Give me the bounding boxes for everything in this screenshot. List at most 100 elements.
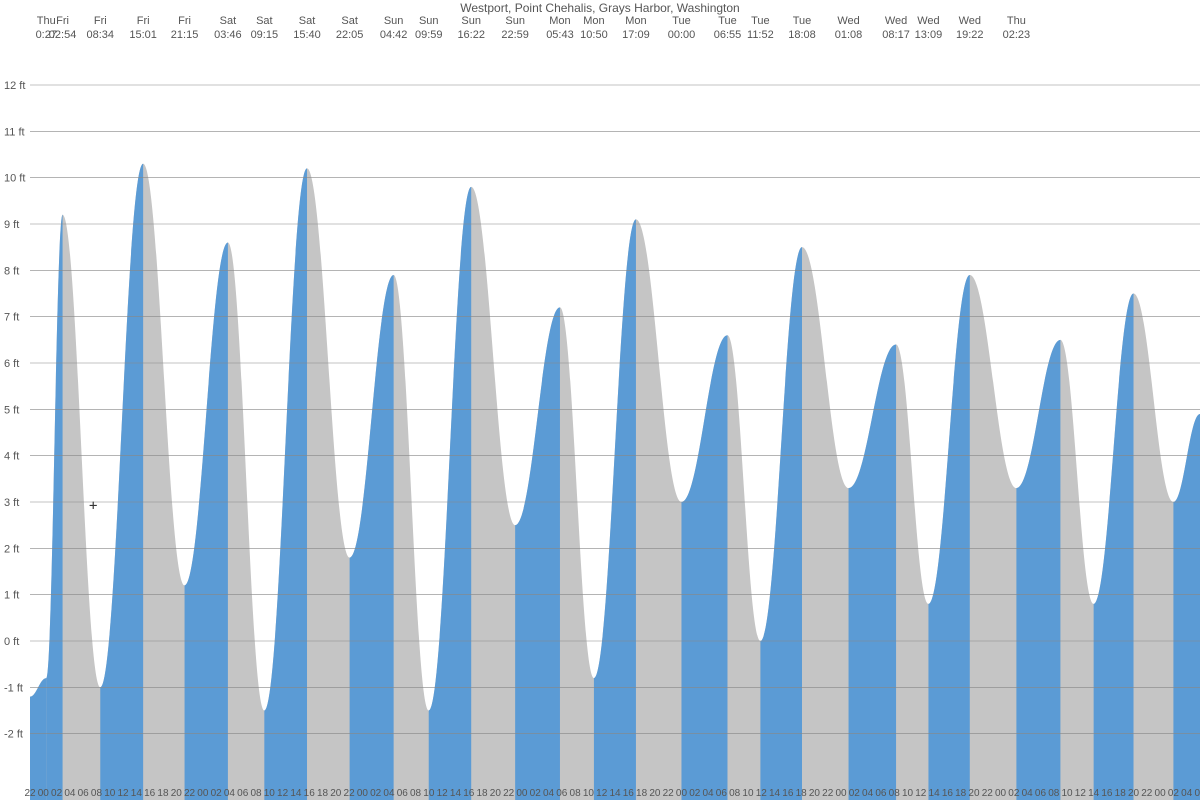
top-label-time: 15:40 (293, 29, 321, 41)
x-tick-label: 10 (1061, 788, 1073, 799)
y-tick-label: 0 ft (4, 636, 19, 648)
top-label-day: Tue (718, 15, 737, 27)
y-tick-label: -1 ft (4, 682, 23, 694)
x-tick-label: 20 (490, 788, 502, 799)
top-label-day: Tue (672, 15, 691, 27)
x-tick-label: 02 (211, 788, 223, 799)
y-tick-label: 1 ft (4, 590, 19, 602)
top-label-time: 00:00 (668, 29, 696, 41)
x-tick-label: 14 (769, 788, 781, 799)
top-label-day: Wed (837, 15, 859, 27)
tide-area-rising (1094, 294, 1134, 800)
tide-area-rising (594, 219, 636, 800)
x-tick-label: 08 (1048, 788, 1060, 799)
x-tick-label: 16 (463, 788, 475, 799)
x-tick-label: 14 (929, 788, 941, 799)
x-tick-label: 18 (317, 788, 329, 799)
top-label-time: 11:52 (747, 29, 774, 41)
top-label-day: Thu (37, 15, 56, 27)
tide-area-rising (185, 243, 228, 800)
x-tick-label: 04 (703, 788, 715, 799)
x-tick-label: 08 (889, 788, 901, 799)
x-tick-label: 12 (277, 788, 289, 799)
x-tick-label: 06 (716, 788, 728, 799)
x-tick-label: 20 (171, 788, 183, 799)
x-tick-label: 04 (862, 788, 874, 799)
x-tick-label: 22 (663, 788, 675, 799)
y-tick-label: 10 ft (4, 173, 25, 185)
y-tick-label: 8 ft (4, 265, 19, 277)
top-label-time: 15:01 (129, 29, 157, 41)
x-tick-label: 08 (729, 788, 741, 799)
top-label-day: Fri (137, 15, 150, 27)
top-label-time: 13:09 (915, 29, 943, 41)
tide-area-rising (429, 187, 471, 800)
tide-area-rising (681, 335, 727, 800)
tide-chart: -2 ft-1 ft0 ft1 ft2 ft3 ft4 ft5 ft6 ft7 … (0, 0, 1200, 800)
y-tick-label: 9 ft (4, 219, 19, 231)
x-tick-label: 08 (91, 788, 103, 799)
x-tick-label: 16 (1101, 788, 1113, 799)
x-tick-label: 22 (24, 788, 36, 799)
x-tick-label: 18 (157, 788, 169, 799)
top-label-time: 16:22 (457, 29, 485, 41)
x-tick-label: 02 (530, 788, 542, 799)
tide-area-rising (100, 164, 143, 800)
top-label-time: 06:55 (714, 29, 742, 41)
x-tick-label: 22 (822, 788, 834, 799)
x-tick-label: 06 (78, 788, 90, 799)
x-tick-label: 18 (1115, 788, 1127, 799)
top-label-day: Sun (505, 15, 525, 27)
tide-area-rising (760, 247, 802, 800)
x-tick-label: 06 (875, 788, 887, 799)
x-tick-label: 12 (1075, 788, 1087, 799)
x-tick-label: 14 (131, 788, 143, 799)
x-tick-label: 10 (104, 788, 116, 799)
top-label-day: Sun (419, 15, 439, 27)
top-label-day: Mon (583, 15, 604, 27)
top-label-day: Wed (917, 15, 939, 27)
y-tick-label: 3 ft (4, 497, 19, 509)
x-tick-label: 12 (596, 788, 608, 799)
top-label-day: Wed (885, 15, 907, 27)
x-tick-label: 06 (556, 788, 568, 799)
x-tick-label: 06 (397, 788, 409, 799)
x-tick-label: 02 (849, 788, 861, 799)
x-tick-label: 06 (1035, 788, 1047, 799)
x-tick-label: 08 (410, 788, 422, 799)
x-tick-label: 16 (942, 788, 954, 799)
x-tick-label: 08 (250, 788, 262, 799)
x-tick-label: 20 (1128, 788, 1140, 799)
top-label-day: Fri (56, 15, 69, 27)
tide-area-rising (46, 215, 62, 800)
top-label-time: 09:15 (251, 29, 279, 41)
top-label-day: Sat (299, 15, 316, 27)
y-tick-label: -2 ft (4, 729, 23, 741)
x-tick-label: 02 (1008, 788, 1020, 799)
x-tick-label: 00 (197, 788, 209, 799)
x-tick-label: 18 (796, 788, 808, 799)
top-label-time: 17:09 (622, 29, 650, 41)
top-label-day: Sat (220, 15, 237, 27)
x-tick-label: 14 (609, 788, 621, 799)
x-tick-label: 10 (423, 788, 435, 799)
x-tick-label: 02 (1168, 788, 1180, 799)
top-label-time: 09:59 (415, 29, 443, 41)
tide-area-rising (350, 275, 394, 800)
x-tick-label: 22 (503, 788, 515, 799)
x-tick-label: 10 (902, 788, 914, 799)
x-tick-label: 10 (264, 788, 276, 799)
x-tick-label: 00 (38, 788, 50, 799)
top-label-day: Sat (341, 15, 358, 27)
top-label-day: Fri (94, 15, 107, 27)
top-label-time: 22:59 (501, 29, 529, 41)
top-label-day: Sun (384, 15, 404, 27)
top-label-day: Mon (625, 15, 646, 27)
x-tick-label: 12 (915, 788, 927, 799)
x-tick-label: 16 (304, 788, 316, 799)
tide-area-rising (1016, 340, 1060, 800)
x-tick-label: 16 (623, 788, 635, 799)
x-tick-label: 22 (1141, 788, 1153, 799)
x-tick-label: 12 (437, 788, 449, 799)
x-tick-label: 18 (955, 788, 967, 799)
